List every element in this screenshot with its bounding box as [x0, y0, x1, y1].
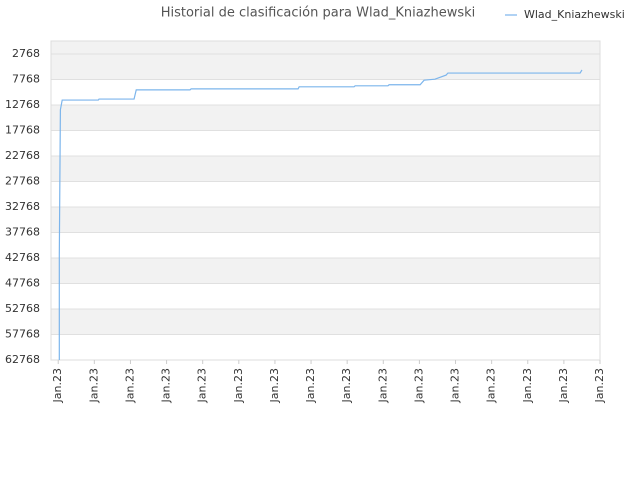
grid-band — [51, 283, 600, 310]
y-tick-label: 37768 — [5, 226, 40, 239]
x-tick-label: Jan.23 — [160, 368, 173, 403]
x-tick-label: Jan.23 — [51, 368, 64, 403]
x-tick-label: Jan.23 — [412, 368, 425, 403]
grid-band — [51, 334, 600, 360]
series-line — [58, 69, 583, 360]
y-tick-label: 22768 — [5, 149, 40, 162]
x-tick-label: Jan.23 — [196, 368, 209, 403]
grid-band — [51, 181, 600, 208]
grid-band — [51, 232, 600, 259]
legend-label: Wlad_Kniazhewski — [524, 8, 625, 21]
x-tick-label: Jan.23 — [449, 368, 462, 403]
y-tick-label: 17768 — [5, 124, 40, 137]
y-tick-label: 7768 — [12, 73, 40, 86]
x-tick-label: Jan.23 — [304, 368, 317, 403]
plot-border — [50, 40, 601, 361]
x-tick-label: Jan.23 — [268, 368, 281, 403]
y-tick-label: 52768 — [5, 302, 40, 315]
x-tick-label: Jan.23 — [485, 368, 498, 403]
grid-band — [51, 79, 600, 106]
y-tick-label: 57768 — [5, 328, 40, 341]
x-tick-label: Jan.23 — [557, 368, 570, 403]
x-tick-label: Jan.23 — [376, 368, 389, 403]
x-tick-label: Jan.23 — [521, 368, 534, 403]
y-tick-label: 27768 — [5, 175, 40, 188]
x-tick-label: Jan.23 — [593, 368, 606, 403]
y-tick-label: 32768 — [5, 200, 40, 213]
x-tick-label: Jan.23 — [87, 368, 100, 403]
y-tick-label: 47768 — [5, 277, 40, 290]
x-tick-label: Jan.23 — [340, 368, 353, 403]
y-tick-label: 2768 — [12, 47, 40, 60]
grid-band — [51, 130, 600, 157]
chart-title: Historial de clasificación para Wlad_Kni… — [161, 6, 476, 21]
y-tick-label: 12768 — [5, 98, 40, 111]
y-tick-label: 42768 — [5, 251, 40, 264]
y-tick-label: 62768 — [5, 353, 40, 366]
x-tick-label: Jan.23 — [232, 368, 245, 403]
x-tick-label: Jan.23 — [123, 368, 136, 403]
